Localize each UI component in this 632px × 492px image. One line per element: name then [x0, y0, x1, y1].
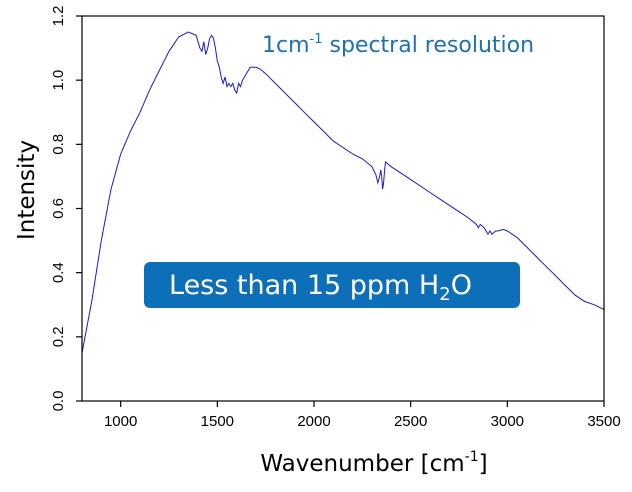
x-tick-label: 2500: [394, 413, 427, 430]
x-axis-title-superscript: -1: [465, 449, 479, 465]
y-tick-label: 0.4: [50, 262, 67, 283]
x-axis-title-end: ]: [479, 451, 488, 477]
badge-suffix: O: [451, 270, 472, 301]
badge-label: Less than 15 ppm H2O: [169, 270, 472, 305]
x-tick-label: 3000: [491, 413, 524, 430]
resolution-annotation: 1cm-1 spectral resolution: [262, 32, 534, 58]
badge-background: [144, 262, 520, 308]
x-tick-label: 1500: [201, 413, 234, 430]
y-tick-label: 0.6: [50, 198, 67, 219]
y-axis-ticks: 0.0 0.2 0.4 0.6 0.8 1.0 1.2: [50, 6, 82, 412]
plot-frame: [81, 15, 605, 402]
x-tick-label: 3500: [587, 413, 620, 430]
badge-subscript: 2: [439, 284, 450, 305]
y-tick-label: 0.8: [50, 134, 67, 155]
x-axis-ticks: 1000 1500 2000 2500 3000 3500: [104, 401, 621, 430]
x-tick-label: 2000: [297, 413, 330, 430]
annotation-prefix: 1cm: [262, 33, 310, 58]
annotation-suffix: spectral resolution: [323, 33, 535, 58]
annotation-superscript: -1: [310, 32, 323, 47]
y-axis-title: Intensity: [14, 140, 40, 240]
spectrum-line: [81, 31, 605, 353]
x-tick-label: 1000: [104, 413, 137, 430]
x-axis-title-main: Wavenumber [cm: [260, 451, 464, 477]
y-tick-label: 1.2: [50, 6, 67, 27]
y-tick-label: 0.2: [50, 326, 67, 347]
y-tick-label: 0.0: [50, 391, 67, 412]
x-axis-title: Wavenumber [cm-1]: [260, 449, 487, 477]
y-tick-label: 1.0: [50, 70, 67, 91]
water-content-badge: Less than 15 ppm H2O: [144, 262, 520, 308]
badge-prefix: Less than 15 ppm H: [169, 270, 439, 301]
